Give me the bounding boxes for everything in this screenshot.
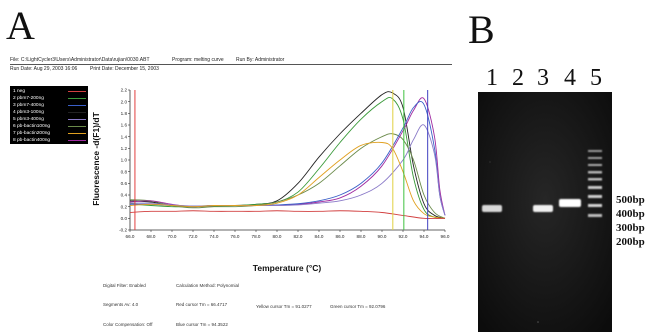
lane-4-number: 4 — [564, 65, 576, 91]
x-tick-label: 92.0 — [399, 234, 408, 239]
ladder-label-500bp: 500bp — [616, 194, 645, 206]
panel-b-letter: B — [468, 7, 495, 52]
lane-1-number: 1 — [486, 65, 498, 91]
x-tick-label: 90.0 — [378, 234, 387, 239]
legend-entry-swatch — [68, 91, 86, 92]
panel-a-letter: A — [6, 3, 35, 48]
header-divider — [10, 64, 452, 65]
legend-entry-swatch — [68, 133, 86, 134]
gel-band-lane-3 — [533, 205, 553, 212]
legend-entry-label: 1 neg — [13, 89, 26, 94]
legend-entry-swatch — [68, 98, 86, 99]
x-tick-label: 70.0 — [168, 234, 177, 239]
gel-ladder-lane-5 — [588, 150, 602, 217]
agarose-gel-image — [478, 92, 612, 332]
legend-entry-label: 8 pb-bactin400ng — [13, 138, 51, 143]
x-tick-label: 88.0 — [357, 234, 366, 239]
digital-filter-text: Digital Filter: Enabled — [103, 283, 146, 288]
file-path-text: File: C:\LightCycler3\Users\Administrato… — [10, 57, 150, 63]
lane-5-number: 5 — [590, 65, 602, 91]
legend-entry-swatch — [68, 126, 86, 127]
y-tick-label: 1.2 — [121, 146, 128, 151]
legend-entry-swatch — [68, 119, 86, 120]
y-tick-label: -0.2 — [119, 228, 127, 233]
x-tick-label: 74.0 — [210, 234, 219, 239]
legend-entry: 2 pbm7-200ng — [10, 95, 88, 102]
x-tick-label: 86.0 — [336, 234, 345, 239]
legend-entry-label: 6 pb-bactin100ng — [13, 124, 51, 129]
color-comp-text: Color Compensation: Off — [103, 322, 153, 327]
legend-entry-label: 5 pbm3-400ng — [13, 117, 44, 122]
y-tick-label: 1.6 — [121, 123, 128, 128]
y-tick-label: 0.2 — [121, 204, 128, 209]
legend-entry-label: 7 pb-bactin200ng — [13, 131, 51, 136]
x-tick-label: 78.0 — [252, 234, 261, 239]
segment-text: Segments Av: 4.0 — [103, 302, 139, 307]
legend-entry: 6 pb-bactin100ng — [10, 123, 88, 130]
lane-2-number: 2 — [512, 65, 524, 91]
legend-entry-swatch — [68, 105, 86, 106]
x-tick-label: 96.0 — [441, 234, 450, 239]
melt-curve-series-7 — [129, 141, 446, 219]
legend-entry: 4 pbm3-100ng — [10, 109, 88, 116]
melting-curve-chart: 2.2 2.0 1.8 1.6 1.4 1.2 1.0 0.8 0.6 0.4 0.2 0.0 -0.2… — [91, 88, 450, 273]
ladder-label-200bp: 200bp — [616, 236, 645, 248]
melt-curve-series-1 — [129, 210, 446, 219]
y-axis-label: Fluorescence -d(F1)/dT — [91, 111, 101, 205]
y-tick-label: 2.2 — [121, 88, 128, 93]
blue-cursor-tm: Blue cursor Tm = 94.3522 — [176, 322, 228, 327]
legend-entry: 1 neg — [10, 88, 88, 95]
gel-band-lane-4 — [559, 199, 581, 207]
y-tick-label: 1.8 — [121, 111, 128, 116]
y-tick-label: 2.0 — [121, 99, 128, 104]
y-tick-label: 1.4 — [121, 134, 128, 139]
ladder-label-400bp: 400bp — [616, 208, 645, 220]
y-tick-label: 0.4 — [121, 193, 128, 198]
legend-entry-label: 3 pbm7-400ng — [13, 103, 44, 108]
legend-entry-swatch — [68, 140, 86, 141]
legend-entry: 7 pb-bactin200ng — [10, 130, 88, 137]
legend-entry-swatch — [68, 112, 86, 113]
program-text: Program: melting curve — [172, 57, 224, 63]
legend-entry: 5 pbm3-400ng — [10, 116, 88, 123]
legend-entry: 8 pb-bactin400ng — [10, 137, 88, 144]
ladder-label-300bp: 300bp — [616, 222, 645, 234]
red-cursor-tm: Red cursor Tm = 66.4717 — [176, 302, 228, 307]
lane-3-number: 3 — [537, 65, 549, 91]
x-tick-label: 80.0 — [273, 234, 282, 239]
gel-band-lane-1 — [482, 205, 502, 212]
legend-entry-label: 2 pbm7-200ng — [13, 96, 44, 101]
print-date-text: Print Date: December 15, 2003 — [90, 66, 159, 72]
x-tick-label: 76.0 — [231, 234, 240, 239]
y-tick-label: 0.6 — [121, 181, 128, 186]
green-cursor-tm: Green cursor Tm = 92.0796 — [330, 304, 386, 309]
x-tick-label: 68.0 — [147, 234, 156, 239]
legend-entry-label: 4 pbm3-100ng — [13, 110, 44, 115]
x-tick-label: 72.0 — [189, 234, 198, 239]
x-axis-label: Temperature (°C) — [253, 263, 322, 273]
melt-curve-series-6 — [129, 133, 446, 219]
melt-curve-series-5 — [129, 124, 446, 216]
chart-legend: 1 neg 2 pbm7-200ng 3 pbm7-400ng 4 pbm3-100n… — [10, 86, 88, 144]
x-tick-label: 66.0 — [126, 234, 135, 239]
y-tick-label: 0.0 — [121, 216, 128, 221]
y-tick-label: 0.8 — [121, 169, 128, 174]
calc-method-text: Calculation Method: Polynomial — [176, 283, 240, 288]
x-tick-label: 84.0 — [315, 234, 324, 239]
x-tick-label: 82.0 — [294, 234, 303, 239]
y-tick-label: 1.0 — [121, 158, 128, 163]
x-tick-label: 94.0 — [420, 234, 429, 239]
legend-entry: 3 pbm7-400ng — [10, 102, 88, 109]
run-by-text: Run By: Administrator — [236, 57, 285, 63]
yellow-cursor-tm: Yellow cursor Tm = 91.0277 — [256, 304, 312, 309]
run-date-text: Run Date: Aug 29, 2003 16:06 — [10, 66, 78, 72]
